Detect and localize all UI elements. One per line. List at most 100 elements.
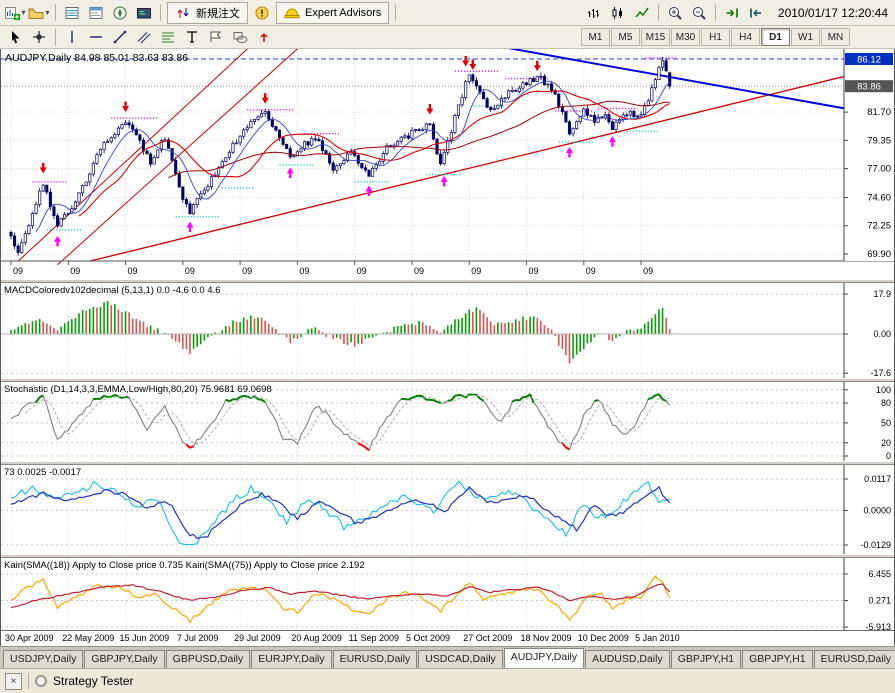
chart-tab-usdjpy-daily[interactable]: USDJPY,Daily [3,650,84,668]
timeframe-d1-button[interactable]: D1 [761,28,790,46]
dropdown-caret-icon: ▾ [45,8,50,17]
chart-tab-eurjpy-daily[interactable]: EURJPY,Daily [251,650,332,668]
close-panel-button[interactable]: × [5,672,22,690]
timeframe-m30-button[interactable]: M30 [671,28,700,46]
zoom-out-button[interactable] [687,2,711,24]
timeframe-m15-button[interactable]: M15 [641,28,670,46]
fibonacci-icon [162,32,174,43]
time-axis[interactable]: 30 Apr 2009 22 May 2009 15 Jun 2009 7 Jul 2… [1,630,894,646]
svg-text:MACDColoredv102decimal (5,13,1: MACDColoredv102decimal (5,13,1) 0.0 -4.6… [4,285,221,296]
expert-advisors-icon [284,7,300,18]
kairi-indicator-pane[interactable]: 6.455 0.271 -5.913 Kairi(SMA((18)) Apply to… [1,558,894,630]
chart-tab-bar: USDJPY,Daily GBPJPY,Daily GBPUSD,Daily EURJ… [0,646,895,668]
chart-tab-usdcad-daily[interactable]: USDCAD,Daily [418,650,503,668]
toolbar-separator [395,4,397,21]
date-label: 18 Nov 2009 [520,633,572,643]
chart-shift-button[interactable] [744,2,768,24]
timeframe-m5-button[interactable]: M5 [611,28,640,46]
separator [28,673,29,689]
svg-text:09: 09 [242,266,252,276]
shapes-button[interactable] [228,26,252,48]
zoom-out-icon [692,6,706,20]
svg-text:100: 100 [876,385,891,395]
svg-text:74.60: 74.60 [867,192,891,203]
close-icon: × [10,675,17,687]
svg-text:79.35: 79.35 [867,135,891,146]
toolbar-separator [657,4,659,21]
server-clock: 2010/01/17 12:20:44 [777,5,888,20]
channel-button[interactable] [132,26,156,48]
trendline-button[interactable] [108,26,132,48]
svg-text:Kairi(SMA((18)) Apply to Close: Kairi(SMA((18)) Apply to Close price 0.7… [4,560,365,571]
timeframe-h1-button[interactable]: H1 [701,28,730,46]
pane-splitter[interactable] [1,554,894,558]
auto-scroll-button[interactable] [720,2,744,24]
chart-tab-eurusd-daily[interactable]: EURUSD,Daily [813,650,895,668]
svg-text:86.12: 86.12 [857,55,881,66]
pane-splitter[interactable] [1,461,894,465]
svg-text:77.00: 77.00 [867,164,891,175]
market-watch-icon [65,6,79,19]
custom-73-indicator-pane[interactable]: 0.0117 0.0000 -0.0129 73 0.0025 -0.0017 [1,465,894,554]
svg-text:09: 09 [529,266,539,276]
svg-text:09: 09 [414,266,424,276]
date-label: 5 Jan 2010 [635,633,680,643]
svg-text:17.9: 17.9 [873,289,891,299]
fibonacci-button[interactable] [156,26,180,48]
chart-shift-icon [750,8,761,17]
label-button[interactable] [204,26,228,48]
timeframe-m1-button[interactable]: M1 [581,28,610,46]
svg-text:0.00: 0.00 [873,329,891,339]
svg-text:0.0000: 0.0000 [863,505,891,515]
crosshair-button[interactable] [27,26,51,48]
timeframe-h4-button[interactable]: H4 [731,28,760,46]
timeframe-mn-button[interactable]: MN [821,28,850,46]
svg-text:09: 09 [357,266,367,276]
chart-tab-audjpy-daily[interactable]: AUDJPY,Daily [503,648,585,668]
expert-advisors-button[interactable]: Expert Advisors [276,1,390,24]
svg-text:09: 09 [586,266,596,276]
pane-splitter[interactable] [1,279,894,283]
navigator-button[interactable] [108,2,132,24]
data-window-button[interactable] [84,2,108,24]
arrows-button[interactable] [252,26,276,48]
date-label: 22 May 2009 [62,633,115,643]
svg-text:09: 09 [70,266,80,276]
date-label: 29 Jul 2009 [234,633,281,643]
trendline-icon [113,30,127,44]
chart-tab-gbpjpy-h1[interactable]: GBPJPY,H1 [670,650,742,668]
profiles-button[interactable]: ▾ [27,2,51,24]
new-chart-button[interactable]: ▾ [3,2,27,24]
market-watch-button[interactable] [60,2,84,24]
chart-tab-gbpjpy-h1[interactable]: GBPJPY,H1 [742,650,813,668]
macd-indicator-pane[interactable]: 17.9 0.00 -17.6 MACDColoredv102decimal (5,1… [1,283,894,378]
cursor-button[interactable] [3,26,27,48]
chart-window: 09 09 09 09 09 09 09 09 09 09 09 09 81.70 79.35 77.00 7… [0,49,895,646]
dropdown-caret-icon: ▾ [21,8,26,17]
svg-text:50: 50 [881,418,891,428]
terminal-button[interactable] [132,2,156,24]
bar-chart-button[interactable] [582,2,606,24]
svg-text:72.25: 72.25 [867,221,891,232]
text-button[interactable] [180,26,204,48]
zoom-in-button[interactable] [663,2,687,24]
line-chart-button[interactable] [630,2,654,24]
toolbar-separator [55,28,56,46]
hline-button[interactable] [84,26,108,48]
metaeditor-button[interactable] [250,2,274,24]
chart-tab-eurusd-daily[interactable]: EURUSD,Daily [332,650,418,668]
new-order-button[interactable]: 新規注文 [167,1,248,24]
timeframe-w1-button[interactable]: W1 [791,28,820,46]
candle-chart-button[interactable] [606,2,630,24]
svg-text:09: 09 [13,266,23,276]
price-chart-pane[interactable]: 09 09 09 09 09 09 09 09 09 09 09 09 81.70 79.35 77.00 7… [1,49,894,279]
pane-splitter[interactable] [1,378,894,382]
chart-tab-audusd-daily[interactable]: AUDUSD,Daily [585,650,670,668]
vline-button[interactable] [60,26,84,48]
chart-tab-gbpusd-daily[interactable]: GBPUSD,Daily [165,650,251,668]
chart-tab-gbpjpy-daily[interactable]: GBPJPY,Daily [84,650,165,668]
stochastic-indicator-pane[interactable]: 100 80 50 20 0 Stochastic (D1,14,3,3,EMMA,Low… [1,382,894,461]
timeframe-bar: M1 M5 M15 M30 H1 H4 D1 W1 MN [581,28,850,46]
crosshair-icon [33,31,45,43]
date-label: 20 Aug 2009 [291,633,342,643]
